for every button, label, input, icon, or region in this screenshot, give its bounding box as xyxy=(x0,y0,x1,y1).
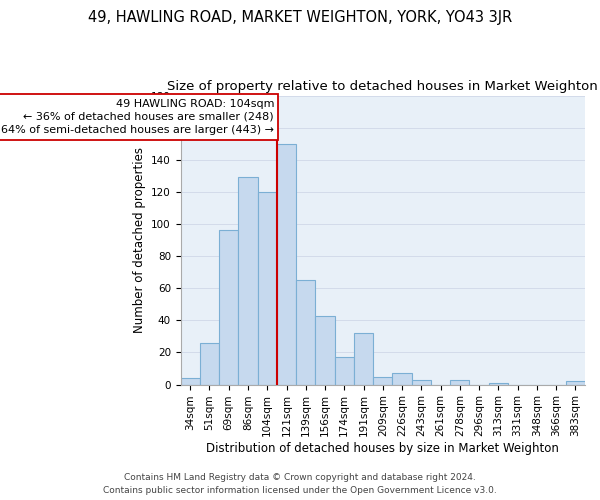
Y-axis label: Number of detached properties: Number of detached properties xyxy=(133,147,146,333)
Text: 49, HAWLING ROAD, MARKET WEIGHTON, YORK, YO43 3JR: 49, HAWLING ROAD, MARKET WEIGHTON, YORK,… xyxy=(88,10,512,25)
Bar xyxy=(392,374,412,384)
Bar xyxy=(489,383,508,384)
Bar xyxy=(335,358,354,384)
Bar xyxy=(296,280,316,384)
Text: Contains HM Land Registry data © Crown copyright and database right 2024.
Contai: Contains HM Land Registry data © Crown c… xyxy=(103,474,497,495)
Text: 49 HAWLING ROAD: 104sqm
← 36% of detached houses are smaller (248)
64% of semi-d: 49 HAWLING ROAD: 104sqm ← 36% of detache… xyxy=(1,99,274,135)
Bar xyxy=(238,178,257,384)
Bar xyxy=(566,382,585,384)
Bar xyxy=(412,380,431,384)
Bar xyxy=(181,378,200,384)
Bar xyxy=(200,343,219,384)
Bar xyxy=(450,380,469,384)
Title: Size of property relative to detached houses in Market Weighton: Size of property relative to detached ho… xyxy=(167,80,598,93)
Bar xyxy=(373,376,392,384)
Bar xyxy=(257,192,277,384)
Bar xyxy=(277,144,296,384)
X-axis label: Distribution of detached houses by size in Market Weighton: Distribution of detached houses by size … xyxy=(206,442,559,455)
Bar xyxy=(316,316,335,384)
Bar xyxy=(219,230,238,384)
Bar xyxy=(354,333,373,384)
